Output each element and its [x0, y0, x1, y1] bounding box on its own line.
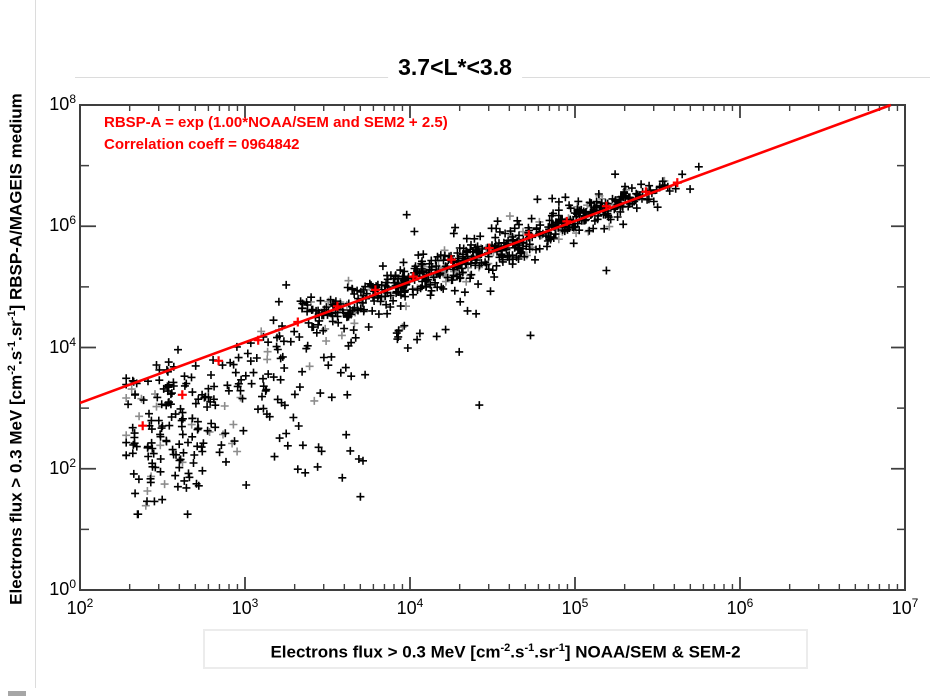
y-axis-label: Electrons flux > 0.3 MeV [cm-2.s-1.sr-1]…	[6, 93, 26, 605]
x-axis-label: Electrons flux > 0.3 MeV [cm-2.s-1.sr-1]…	[203, 629, 808, 669]
y-tick-label-1e6: 106	[49, 213, 76, 236]
minor-ticks	[80, 105, 905, 590]
x-tick-label-1e2: 102	[66, 596, 94, 618]
x-tick-label-1e3: 103	[231, 596, 259, 618]
page-corner-mark	[8, 691, 26, 696]
y-tick-label-1e0: 100	[49, 577, 76, 599]
red-scatter-points	[138, 178, 682, 431]
x-tick-label-1e4: 104	[396, 596, 424, 618]
fit-annotation: RBSP-A = exp (1.00*NOAA/SEM and SEM2 + 2…	[104, 112, 448, 156]
x-tick-label-1e6: 106	[726, 596, 754, 618]
fit-line	[79, 103, 892, 405]
x-tick-label-1e5: 105	[561, 596, 589, 618]
page-gridline-vertical	[35, 0, 36, 688]
scatter-points	[122, 162, 703, 519]
major-ticks	[79, 104, 906, 591]
fit-correlation-text: Correlation coeff = 0964842	[104, 136, 300, 153]
fit-equation-text: RBSP-A = exp (1.00*NOAA/SEM and SEM2 + 2…	[104, 114, 448, 131]
plot-frame	[79, 104, 906, 591]
chart-title: 3.7<L*<3.8	[388, 54, 522, 81]
y-tick-label-1e8: 108	[49, 92, 76, 114]
y-tick-label-1e4: 104	[49, 334, 76, 357]
y-tick-label-1e2: 102	[49, 455, 76, 478]
x-tick-label-1e7: 107	[891, 596, 919, 618]
scatter-points-faint	[122, 176, 669, 510]
